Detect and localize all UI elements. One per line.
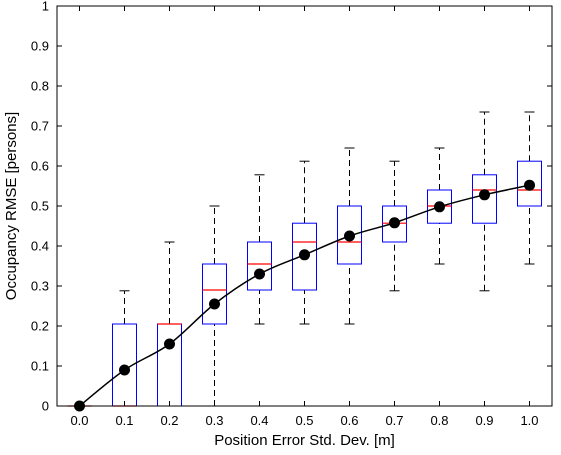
mean-point <box>209 298 220 310</box>
y-tick-label: 0.8 <box>31 79 49 94</box>
x-tick-label: 0.0 <box>70 413 88 428</box>
box-iqr <box>247 241 272 291</box>
mean-point <box>299 249 310 261</box>
y-tick-label: 1 <box>42 0 49 14</box>
y-tick-label: 0.4 <box>31 239 49 254</box>
x-tick-label: 0.4 <box>250 413 268 428</box>
mean-point <box>524 179 535 191</box>
y-tick-label: 0 <box>42 399 49 414</box>
mean-point <box>119 364 130 376</box>
mean-point <box>389 217 400 229</box>
box-iqr <box>292 222 317 291</box>
y-tick-label: 0.1 <box>31 359 49 374</box>
y-tick-label: 0.9 <box>31 39 49 54</box>
mean-point <box>434 201 445 213</box>
box-iqr <box>427 189 452 224</box>
box-group <box>472 111 497 292</box>
x-tick-label: 0.5 <box>295 413 313 428</box>
y-axis-label: Occupancy RMSE [persons] <box>3 112 20 300</box>
mean-point <box>254 268 265 280</box>
x-axis-ticks: 0.0 0.1 0.2 0.3 0.4 0.5 0.6 0.7 0.8 0.9 1.0 <box>70 6 539 428</box>
mean-point <box>479 189 490 201</box>
box-iqr <box>337 205 362 265</box>
mean-point <box>164 338 175 350</box>
x-axis-label: Position Error Std. Dev. [m] <box>214 432 395 449</box>
box-iqr <box>517 160 542 207</box>
y-tick-label: 0.2 <box>31 319 49 334</box>
box-iqr <box>382 205 407 243</box>
box-group <box>517 111 542 265</box>
x-tick-label: 1.0 <box>520 413 538 428</box>
box-iqr <box>202 263 227 325</box>
x-tick-label: 0.2 <box>160 413 178 428</box>
x-tick-label: 0.1 <box>115 413 133 428</box>
box-group <box>292 160 317 325</box>
y-axis-ticks: 0 0.1 0.2 0.3 0.4 0.5 0.6 0.7 0.8 0.9 1 <box>31 0 552 414</box>
x-tick-label: 0.9 <box>475 413 493 428</box>
box-iqr <box>472 174 497 224</box>
mean-point <box>344 230 355 242</box>
box-group <box>157 241 182 407</box>
x-tick-label: 0.7 <box>385 413 403 428</box>
x-tick-label: 0.3 <box>205 413 223 428</box>
mean-line-layer <box>74 179 535 412</box>
y-tick-label: 0.7 <box>31 119 49 134</box>
y-tick-label: 0.3 <box>31 279 49 294</box>
box-group <box>247 174 272 325</box>
y-tick-label: 0.5 <box>31 199 49 214</box>
y-tick-label: 0.6 <box>31 159 49 174</box>
x-tick-label: 0.6 <box>340 413 358 428</box>
box-group <box>337 147 362 325</box>
box-group <box>112 290 137 407</box>
plot-area-frame <box>56 5 553 407</box>
x-tick-label: 0.8 <box>430 413 448 428</box>
